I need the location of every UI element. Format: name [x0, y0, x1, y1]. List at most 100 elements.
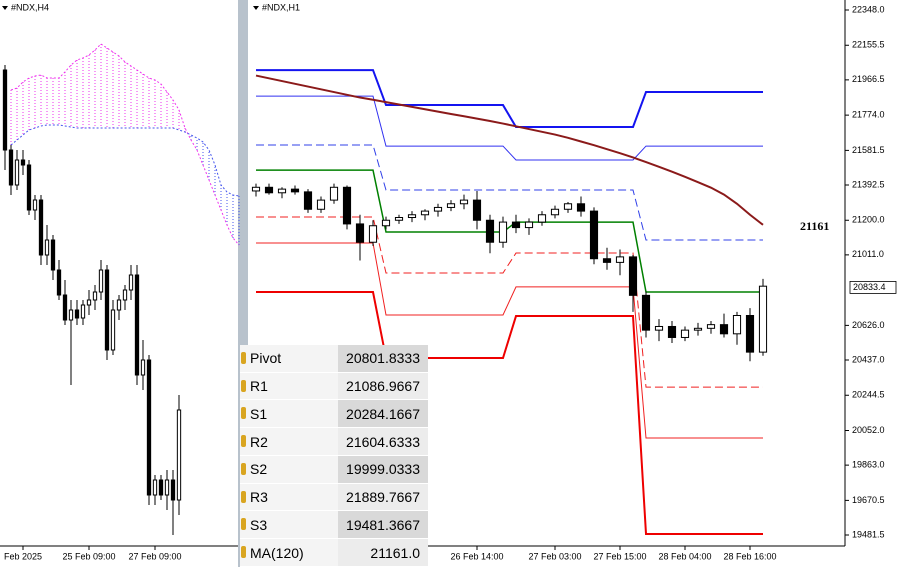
level-value: 21161.0 — [338, 538, 428, 567]
y-tick-label: 21200.0 — [852, 215, 885, 225]
level-value: 19999.0333 — [338, 455, 428, 484]
candle-body — [26, 164, 32, 211]
pivot-table: Pivot 20801.8333 R1 21086.9667 S1 20284.1667 R… — [240, 345, 428, 567]
level-value: 21889.7667 — [338, 483, 428, 512]
candle-body — [745, 314, 755, 353]
x-tick-label: 25 Feb 09:00 — [62, 551, 115, 561]
x-tick-label: 27 Feb 03:00 — [528, 551, 581, 561]
candle-body — [329, 186, 339, 201]
candle-body — [32, 199, 38, 211]
candle-body — [693, 327, 703, 331]
candle-body — [104, 269, 110, 351]
level-value: 21086.9667 — [338, 372, 428, 401]
y-tick-label: 19670.5 — [852, 495, 885, 505]
level-value: 21604.6333 — [338, 427, 428, 456]
level-name: S3 — [240, 510, 338, 540]
candle-body — [62, 294, 68, 321]
candle-body — [14, 159, 20, 186]
candle-body — [8, 149, 14, 186]
candle-body — [80, 304, 86, 319]
candle-body — [251, 186, 261, 192]
candle-body — [563, 203, 573, 210]
table-row: S1 20284.1667 — [240, 399, 428, 429]
y-tick-label: 21774.0 — [852, 110, 885, 120]
candle-body — [641, 294, 651, 331]
candle-body — [615, 256, 625, 263]
level-value: 19481.3667 — [338, 510, 428, 540]
table-row: S2 19999.0333 — [240, 455, 428, 484]
level-name: S1 — [240, 399, 338, 429]
candle-body — [576, 203, 586, 212]
candle-body — [537, 214, 547, 223]
x-tick-label: 27 Feb 15:00 — [593, 551, 646, 561]
candle-body — [158, 479, 164, 496]
candle-body — [50, 239, 56, 271]
candle-body — [74, 309, 80, 319]
candle-body — [368, 225, 378, 243]
table-row: R3 21889.7667 — [240, 483, 428, 512]
y-tick-label: 20626.0 — [852, 320, 885, 330]
y-tick-label: 20437.0 — [852, 354, 885, 364]
candle-body — [407, 214, 417, 219]
candle-body — [2, 69, 8, 151]
chart-title: #NDX,H4 — [11, 2, 49, 12]
panel-divider[interactable] — [238, 0, 248, 567]
y-tick-label: 19481.5 — [852, 529, 885, 539]
candle-body — [38, 199, 44, 256]
candle-body — [732, 314, 742, 335]
candle-body — [550, 208, 560, 216]
level-name: S2 — [240, 455, 338, 484]
candle-body — [290, 188, 300, 193]
candle-body — [128, 274, 134, 291]
candle-body — [706, 324, 716, 329]
candle-body — [152, 479, 158, 496]
level-line — [256, 144, 763, 241]
table-row: Pivot 20801.8333 — [240, 345, 428, 373]
candle-body — [667, 325, 677, 338]
candle-body — [110, 309, 116, 351]
level-line — [256, 216, 763, 388]
candle-body — [680, 329, 690, 338]
candle-body — [485, 219, 495, 243]
table-row: MA(120) 21161.0 — [240, 538, 428, 567]
candle-body — [602, 258, 612, 263]
level-line — [256, 291, 763, 535]
candle-body — [472, 199, 482, 221]
level-name: Pivot — [240, 345, 338, 373]
candle-body — [524, 221, 534, 229]
y-tick-label: 20052.0 — [852, 425, 885, 435]
menu-arrow[interactable] — [253, 6, 259, 10]
candle-body — [355, 223, 365, 243]
candle-body — [44, 239, 50, 256]
candle-body — [98, 269, 104, 293]
candle-body — [68, 309, 74, 321]
y-tick-label: 21392.5 — [852, 179, 885, 189]
candle-body — [56, 269, 62, 296]
level-line — [256, 95, 763, 161]
candle-body — [164, 479, 170, 496]
candle-body — [170, 479, 176, 501]
x-tick-label: 28 Feb 04:00 — [658, 551, 711, 561]
level-line — [256, 242, 763, 439]
candle-body — [277, 188, 287, 194]
y-tick-label: 21011.0 — [852, 249, 884, 259]
candle-body — [316, 199, 326, 210]
x-tick-label: 26 Feb 14:00 — [450, 551, 503, 561]
candle-body — [628, 256, 638, 296]
candle-body — [303, 191, 313, 210]
level-line — [256, 69, 763, 129]
table-row: R1 21086.9667 — [240, 372, 428, 401]
y-tick-label: 22348.0 — [852, 4, 885, 14]
level-name: R3 — [240, 483, 338, 512]
table-row: R2 21604.6333 — [240, 427, 428, 456]
x-tick-label: Feb 2025 — [4, 551, 42, 561]
menu-arrow[interactable] — [2, 6, 8, 10]
candle-body — [140, 359, 146, 376]
level-name: R2 — [240, 427, 338, 456]
candle-body — [92, 291, 98, 301]
y-tick-label: 21966.5 — [852, 74, 885, 84]
candle-body — [654, 325, 664, 331]
level-name: R1 — [240, 372, 338, 401]
